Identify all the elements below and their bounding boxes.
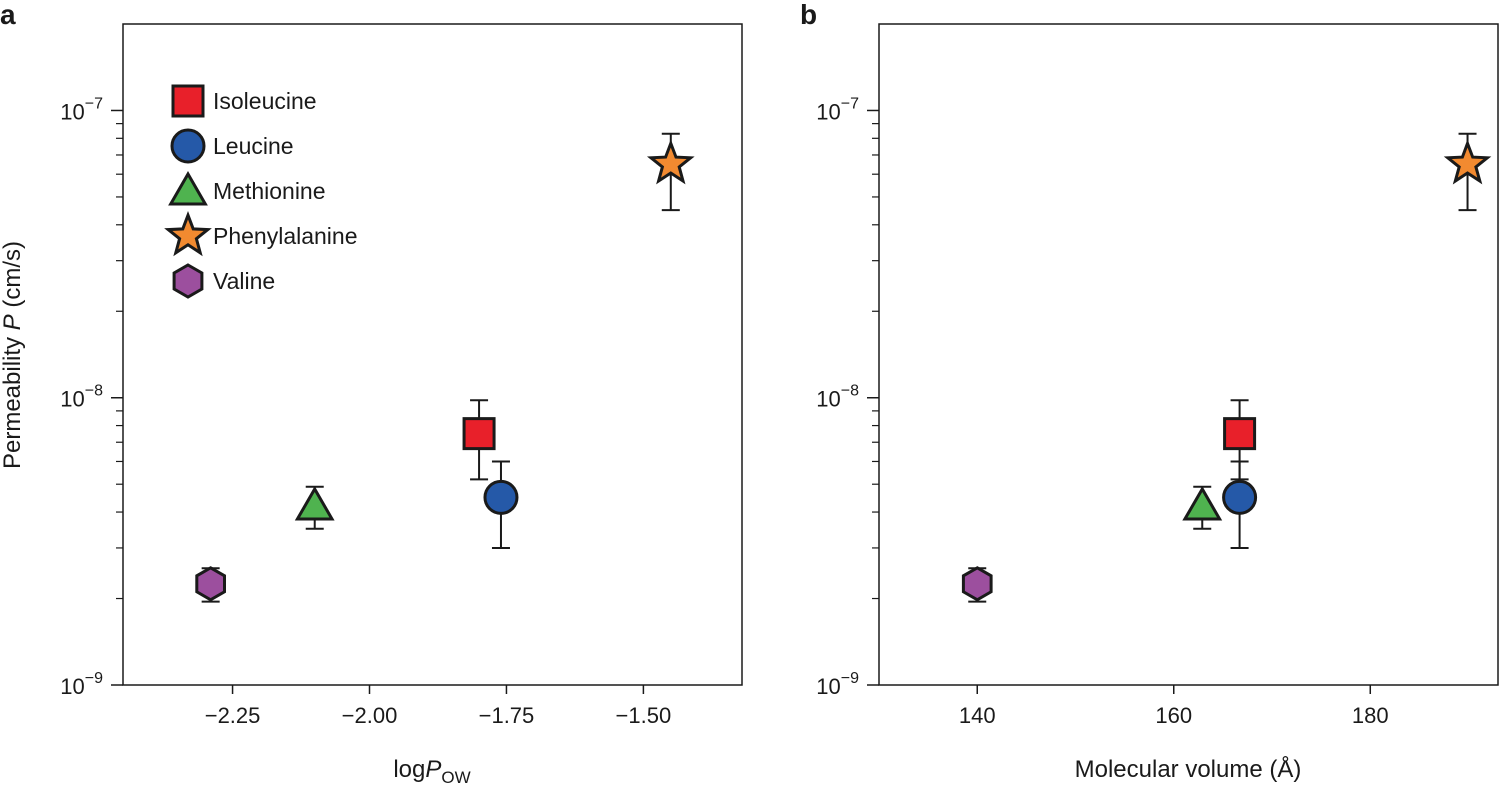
panel-label-b: b: [800, 0, 817, 30]
legend: Isoleucine Leucine Methionine Phenylalanine…: [164, 84, 358, 299]
point-isoleucine-b: [1223, 417, 1257, 451]
legend-label-leucine: Leucine: [213, 133, 294, 159]
legend-marker-phenylalanine: [164, 210, 212, 257]
point-phenylalanine-a: [646, 139, 695, 185]
panel-label-a: a: [0, 0, 16, 30]
x-tick-label-b: 140: [959, 703, 996, 728]
plot-frame-b: [878, 23, 1499, 686]
x-tick-label-b: 160: [1155, 703, 1192, 728]
legend-marker-methionine: [168, 170, 208, 206]
plot-frame-a: [122, 23, 743, 686]
x-tick-label-a: −1.75: [479, 703, 535, 728]
legend-label-isoleucine: Isoleucine: [213, 88, 317, 114]
legend-label-phenylalanine: Phenylalanine: [213, 223, 358, 249]
point-isoleucine-a: [462, 417, 496, 451]
point-valine-a: [195, 566, 226, 602]
y-tick-label-a: 10−7: [60, 95, 103, 124]
panel-b: b 140 160 180 10−9 10−8 10−7 Molecular volume…: [800, 0, 1499, 783]
legend-marker-isoleucine: [171, 84, 205, 118]
x-tick-label-b: 180: [1352, 703, 1389, 728]
y-tick-label-b: 10−8: [816, 383, 859, 412]
y-tick-label-a: 10−9: [60, 670, 103, 699]
point-leucine-b: [1222, 479, 1258, 515]
x-axis-title-a: logPOW: [393, 756, 470, 785]
y-axis-title: Permeability P (cm/s): [0, 241, 26, 469]
x-tick-label-a: −2.25: [205, 703, 261, 728]
legend-marker-valine: [172, 263, 204, 299]
panel-a: a −2.25 −2.00 −1.75 −1.50 10−9 10−8 10−7 logPO…: [0, 0, 743, 785]
point-phenylalanine-b: [1443, 139, 1492, 185]
axis-ticks-a: −2.25 −2.00 −1.75 −1.50 10−9 10−8 10−7: [60, 95, 671, 728]
point-methionine-b: [1182, 486, 1223, 521]
legend-label-methionine: Methionine: [213, 178, 326, 204]
legend-label-valine: Valine: [213, 268, 275, 294]
x-axis-title-b: Molecular volume (Å): [1075, 755, 1302, 783]
axis-ticks-b: 140 160 180 10−9 10−8 10−7: [816, 95, 1388, 728]
data-points-a: [195, 132, 695, 603]
data-points-b: [961, 132, 1492, 603]
point-valine-b: [961, 566, 993, 602]
x-tick-label-a: −1.50: [616, 703, 672, 728]
y-tick-label-b: 10−7: [816, 95, 859, 124]
y-tick-label-a: 10−8: [60, 383, 103, 412]
point-leucine-a: [483, 479, 519, 515]
point-methionine-a: [294, 485, 335, 521]
legend-marker-leucine: [170, 128, 206, 164]
y-tick-label-b: 10−9: [816, 670, 859, 699]
x-tick-label-a: −2.00: [342, 703, 398, 728]
